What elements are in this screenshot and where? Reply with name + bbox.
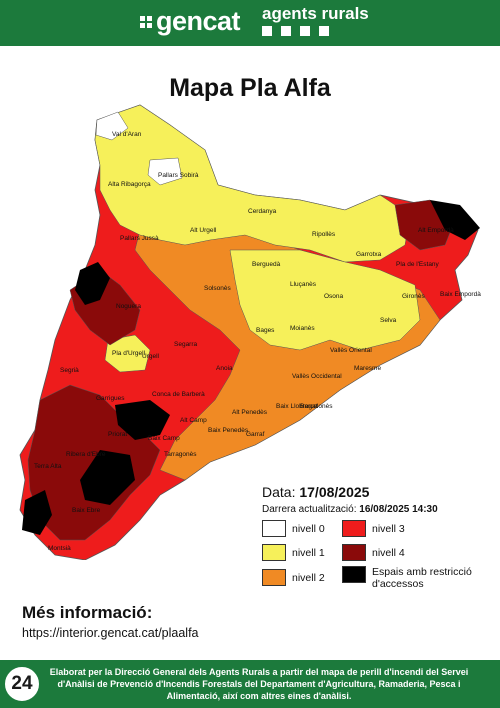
region-label: Tarragonès (164, 451, 197, 458)
region-label: Montsià (48, 545, 71, 552)
zone-restricted-3 (80, 450, 135, 505)
zone-level1-central (229, 249, 421, 351)
zone-restricted-2 (115, 400, 170, 440)
legend-swatch (342, 544, 366, 561)
region-label: Baix Camp (148, 435, 180, 442)
header-bar: gencat agents rurals (0, 0, 500, 46)
region-label: Anoia (216, 365, 233, 372)
legend-swatch (262, 520, 286, 537)
region-label: Segrià (60, 367, 79, 374)
region-label: Pla de l'Estany (396, 261, 440, 268)
region-label: Vallès Occidental (292, 373, 342, 380)
region-label: Barcelonès (300, 403, 333, 410)
region-label: Ribera d'Ebre (66, 451, 106, 458)
region-label: Lluçanès (290, 281, 317, 288)
region-label: Cerdanya (248, 208, 277, 215)
region-label: Moianès (290, 325, 315, 332)
zone-level1-urgell (104, 334, 151, 373)
region-label: Alta Ribagorça (108, 181, 151, 188)
zone-level0-b (147, 157, 183, 186)
region-label: Terra Alta (34, 463, 62, 470)
legend-swatch (342, 520, 366, 537)
agency-bars-icon (262, 26, 329, 36)
region-label: Baix Ebre (72, 507, 101, 514)
legend-swatch (262, 569, 286, 586)
legend-item-level2: nivell 2 (262, 569, 325, 586)
zone-restricted-5 (430, 200, 480, 240)
region-label: Baix Llobregat (276, 403, 318, 410)
zone-level0-a (95, 111, 129, 141)
agency-name: agents rurals (262, 4, 369, 23)
region-label: Selva (380, 317, 397, 324)
region-label: Pallars Jussà (120, 235, 159, 242)
region-label: Noguera (116, 303, 141, 310)
footer-text: Elaborat per la Direcció General dels Ag… (49, 667, 469, 701)
page-title: Mapa Pla Alfa (169, 74, 331, 102)
region-label: Priorat (108, 431, 127, 438)
region-label: Vallès Oriental (330, 347, 372, 354)
region-label: Val d'Aran (112, 131, 142, 138)
region-label: Berguedà (252, 261, 281, 268)
zone-restricted-4 (22, 490, 52, 535)
region-label: Pla d'Urgell (112, 350, 146, 357)
legend-item-level4: nivell 4 (342, 544, 405, 561)
region-label: Maresme (354, 365, 381, 372)
region-label: Alt Camp (180, 417, 207, 424)
region-label: Garraf (246, 431, 265, 438)
region-label: Baix Penedès (208, 427, 249, 434)
region-label: Alt Penedès (232, 409, 268, 416)
more-info-title: Més informació: (22, 603, 153, 622)
footer-bar: Elaborat per la Direcció General dels Ag… (0, 660, 500, 708)
region-label: Segarra (174, 341, 198, 348)
catalonia-fire-map: Val d'Aran Alta Ribagorça Pallars Sobirà… (19, 104, 481, 560)
region-label: Baix Empordà (440, 291, 481, 298)
region-label: Conca de Barberà (152, 391, 205, 398)
more-info-link[interactable]: https://interior.gencat.cat/plaalfa (22, 626, 199, 640)
zone-level1-north (94, 104, 411, 263)
region-label: Osona (324, 293, 344, 300)
legend-item-level0: nivell 0 (262, 520, 325, 537)
legend-swatch (342, 566, 366, 583)
region-label: Alt Empordà (418, 227, 454, 234)
gencat-logo-icon (140, 15, 152, 28)
region-label: Ripollès (312, 231, 336, 238)
region-label: Alt Urgell (190, 227, 217, 234)
region-label: Gironès (402, 293, 426, 300)
legend-item-level1: nivell 1 (262, 544, 325, 561)
region-label: Garrigues (96, 395, 125, 402)
legend-item-level3: nivell 3 (342, 520, 405, 537)
zone-restricted-1 (75, 262, 110, 305)
date-block: Data: 17/08/2025 Darrera actualització: … (262, 484, 438, 515)
region-label: Pallars Sobirà (158, 172, 199, 179)
legend-swatch (262, 544, 286, 561)
map-date: Data: 17/08/2025 (262, 484, 370, 500)
region-label: Urgell (142, 353, 160, 360)
region-label: Solsonès (204, 285, 231, 292)
last-update: Darrera actualització: 16/08/2025 14:30 (262, 504, 438, 515)
brand-name: gencat (156, 6, 241, 36)
gencat-logo[interactable]: gencat (140, 6, 241, 37)
region-label: Garrotxa (356, 251, 382, 258)
legend-item-restricted: Espais amb restricció d'accessos (342, 566, 482, 590)
region-label: Bages (256, 327, 275, 334)
channel-24-logo: 24 (2, 664, 42, 704)
